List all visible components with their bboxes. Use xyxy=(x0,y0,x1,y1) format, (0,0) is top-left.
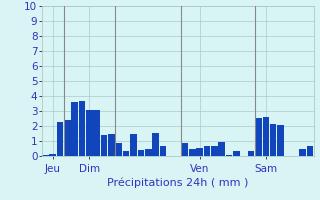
Bar xyxy=(152,133,159,156)
Bar xyxy=(233,151,240,156)
Bar xyxy=(108,134,115,156)
Bar xyxy=(57,121,63,156)
Bar xyxy=(299,148,306,156)
Bar xyxy=(160,146,166,156)
Bar xyxy=(248,151,254,156)
Bar xyxy=(182,143,188,156)
Bar xyxy=(64,120,71,156)
Bar xyxy=(211,146,218,156)
Bar xyxy=(71,102,78,156)
Bar xyxy=(49,154,56,156)
Bar xyxy=(86,110,93,156)
Bar xyxy=(262,117,269,156)
Bar xyxy=(204,146,210,156)
Bar xyxy=(130,134,137,156)
Bar xyxy=(226,154,232,156)
Bar xyxy=(101,135,108,156)
Bar xyxy=(270,124,276,156)
Bar xyxy=(79,101,85,156)
Bar xyxy=(93,110,100,156)
Bar xyxy=(307,146,313,156)
Bar xyxy=(196,148,203,156)
Bar xyxy=(145,148,151,156)
Bar xyxy=(116,142,122,156)
Bar xyxy=(219,142,225,156)
Bar xyxy=(277,124,284,156)
X-axis label: Précipitations 24h ( mm ): Précipitations 24h ( mm ) xyxy=(107,178,248,188)
Bar xyxy=(138,150,144,156)
Bar xyxy=(42,154,49,156)
Bar xyxy=(123,151,130,156)
Bar xyxy=(255,118,262,156)
Bar xyxy=(189,148,196,156)
